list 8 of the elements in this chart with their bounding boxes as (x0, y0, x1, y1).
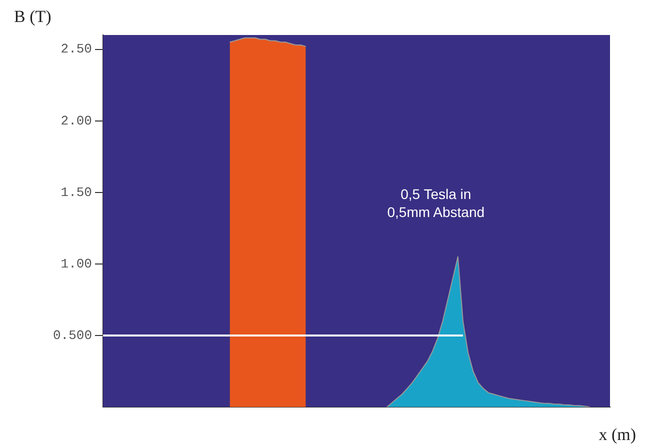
y-tick-label: 1.00 (60, 256, 92, 272)
annotation: 0,5 Tesla in 0,5mm Abstand (387, 186, 485, 220)
y-tick-label: 0.500 (52, 328, 92, 343)
y-tick-label: 2.50 (60, 42, 92, 57)
y-axis-title: B (T) (14, 7, 52, 26)
y-tick-label: 1.50 (60, 184, 92, 200)
y-tick-label: 2.00 (60, 113, 92, 128)
x-axis-title: x (m) (598, 425, 636, 444)
